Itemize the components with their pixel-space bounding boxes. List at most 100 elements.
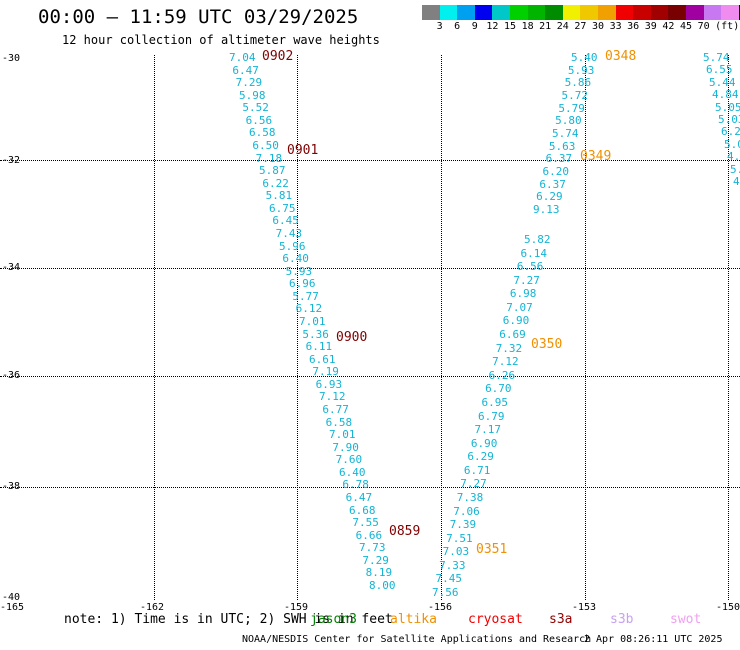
color-scale-tick: 21 bbox=[539, 21, 552, 32]
wave-height-value: 8.19 bbox=[365, 566, 393, 580]
color-swatch bbox=[439, 5, 458, 20]
wave-height-value: 7.12 bbox=[319, 390, 346, 404]
grid-line-lat bbox=[0, 487, 740, 488]
grid-line-lon bbox=[297, 55, 298, 600]
wave-height-value: 7.43 bbox=[275, 227, 303, 240]
wave-height-value: 5.79 bbox=[558, 101, 585, 115]
time-label: 0859 bbox=[389, 524, 421, 539]
wave-height-value: 5.77 bbox=[292, 289, 319, 303]
wave-height-value: 7.27 bbox=[460, 477, 487, 491]
wave-height-value: 5.80 bbox=[555, 114, 582, 128]
grid-line-lon bbox=[585, 55, 586, 600]
wave-height-value: 6.47 bbox=[232, 63, 259, 77]
color-scale-tick: 24 bbox=[556, 21, 569, 32]
wave-height-value: 4.84 bbox=[712, 88, 739, 102]
color-swatch bbox=[650, 5, 669, 20]
wave-height-value: 7.38 bbox=[456, 490, 484, 504]
time-label: 0348 bbox=[605, 49, 637, 64]
color-swatch bbox=[738, 5, 740, 20]
color-scale-tick: 42 bbox=[662, 21, 675, 32]
color-swatch bbox=[422, 5, 440, 20]
grid-line-lat bbox=[0, 376, 740, 377]
color-swatch bbox=[474, 5, 493, 20]
wave-height-value: 6.78 bbox=[342, 478, 369, 492]
wave-height-value: 5.98 bbox=[239, 88, 266, 102]
wave-height-value: 6.29 bbox=[536, 190, 563, 204]
wave-height-value: 5.40 bbox=[571, 51, 598, 64]
wave-height-value: 6.70 bbox=[485, 382, 512, 396]
wave-height-value: 5. bbox=[730, 162, 740, 176]
wave-height-value: 7.17 bbox=[474, 423, 501, 437]
wave-height-value: 7.29 bbox=[235, 76, 263, 90]
y-axis-label: -38 bbox=[2, 481, 21, 492]
wave-height-value: 6.12 bbox=[295, 302, 323, 316]
legend-cryosat: cryosat bbox=[468, 612, 523, 627]
wave-height-value: 7.19 bbox=[312, 365, 339, 379]
y-axis-label: -36 bbox=[2, 370, 21, 381]
wave-height-value: 7.33 bbox=[439, 558, 466, 572]
legend-s3a: s3a bbox=[549, 612, 573, 627]
grid-line-lon bbox=[154, 55, 155, 600]
wave-height-value: 5.96 bbox=[279, 239, 306, 253]
wave-height-value: 7.39 bbox=[449, 518, 477, 532]
time-label: 0351 bbox=[476, 542, 508, 557]
wave-height-value: 6.45 bbox=[272, 214, 299, 228]
wave-height-value: 7.06 bbox=[453, 504, 480, 518]
legend-swot: swot bbox=[670, 612, 702, 627]
wave-height-value: 4. bbox=[733, 175, 740, 188]
wave-height-value: 6.93 bbox=[315, 377, 343, 391]
color-scale-tick: 6 bbox=[454, 21, 461, 32]
wave-height-value: 6.75 bbox=[269, 201, 296, 215]
color-scale-tick: 18 bbox=[521, 21, 534, 32]
wave-height-value: 6.40 bbox=[339, 465, 366, 479]
wave-height-value: 7.56 bbox=[432, 586, 459, 599]
x-axis-label: -153 bbox=[572, 602, 597, 613]
wave-height-value: 5.87 bbox=[259, 164, 286, 178]
wave-height-value: 6.47 bbox=[345, 491, 373, 504]
wave-height-value: 7.55 bbox=[352, 516, 379, 530]
color-scale-tick: 45 bbox=[679, 21, 693, 32]
grid-line-lat bbox=[0, 268, 740, 269]
wave-height-value: 7.01 bbox=[329, 428, 356, 442]
wave-height-value: 6.20 bbox=[542, 165, 570, 178]
color-swatch bbox=[615, 5, 634, 20]
color-swatch bbox=[562, 5, 581, 20]
legend-jason3: jason3 bbox=[310, 612, 357, 627]
color-swatch bbox=[580, 5, 598, 20]
color-swatch bbox=[492, 5, 510, 20]
time-label: 0350 bbox=[531, 337, 563, 352]
wave-height-value: 5.86 bbox=[564, 76, 592, 90]
credit-text: NOAA/NESDIS Center for Satellite Applica… bbox=[242, 634, 592, 645]
color-swatch bbox=[509, 5, 528, 20]
time-label: 0901 bbox=[287, 143, 319, 158]
grid-line-lon bbox=[441, 55, 442, 600]
wave-height-value: 6.98 bbox=[509, 287, 537, 301]
wave-height-value: 6.90 bbox=[470, 436, 498, 450]
wave-height-value: 6.71 bbox=[463, 463, 491, 477]
wave-height-value: 7.03 bbox=[442, 545, 470, 559]
wave-height-value: 6.50 bbox=[252, 139, 279, 152]
wave-height-value: 7.01 bbox=[299, 315, 326, 328]
y-axis-label: -40 bbox=[2, 592, 21, 603]
color-swatch bbox=[597, 5, 616, 20]
wave-height-value: 6.96 bbox=[289, 277, 316, 291]
color-swatch bbox=[633, 5, 651, 20]
color-scale-tick: 27 bbox=[574, 21, 587, 32]
wave-height-value: 6.37 bbox=[539, 177, 566, 191]
wave-height-value: 5.93 bbox=[567, 63, 595, 77]
wave-height-value: 7.51 bbox=[446, 531, 473, 545]
x-axis-label: -159 bbox=[284, 602, 309, 613]
y-axis-label: -32 bbox=[2, 155, 21, 166]
color-scale-tick: 30 bbox=[591, 21, 605, 32]
wave-height-value: 5.74 bbox=[552, 127, 579, 140]
wave-height-value: 6.29 bbox=[467, 450, 494, 464]
wave-height-value: 6.68 bbox=[349, 503, 376, 517]
wave-height-value: 5.03 bbox=[718, 113, 740, 126]
y-axis-label: -34 bbox=[2, 262, 21, 273]
wave-height-value: 7.45 bbox=[435, 572, 463, 586]
color-swatch bbox=[527, 5, 546, 20]
wave-height-value: 5.82 bbox=[524, 233, 551, 246]
wave-height-value: 4. bbox=[727, 150, 740, 164]
wave-height-value: 6.61 bbox=[309, 352, 336, 366]
wave-height-value: 5.63 bbox=[548, 139, 576, 153]
